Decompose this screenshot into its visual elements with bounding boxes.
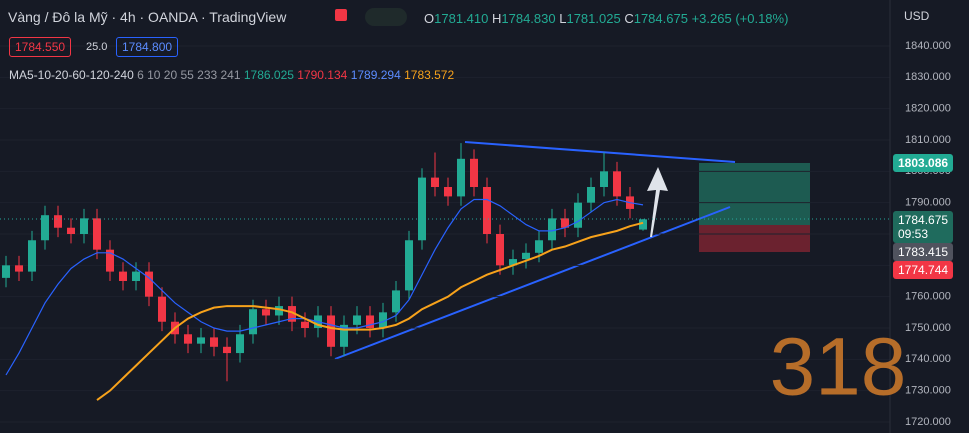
arrow — [647, 167, 668, 237]
y-tick-label: 1810.000 — [905, 134, 951, 146]
symbol-title: Vàng / Đô la Mỹ · 4h · OANDA · TradingVi… — [8, 9, 287, 25]
ma-value: 1789.294 — [350, 68, 401, 82]
candle-body — [418, 177, 426, 241]
o-value: 1781.410 — [434, 11, 489, 26]
ma-legend: MA5-10-20-60-120-240 6 10 20 55 233 241 … — [9, 68, 454, 82]
candle-body — [275, 306, 283, 316]
candle-body — [574, 202, 582, 228]
candle-body — [80, 218, 88, 234]
long-position-profit — [699, 163, 810, 225]
watermark: 318 — [770, 322, 907, 413]
y-tick-label: 1840.000 — [905, 40, 951, 52]
ohlc: O1781.410 H1784.830 L1781.025 C1784.675 … — [424, 11, 788, 26]
candle-body — [366, 315, 374, 328]
candle-body — [236, 334, 244, 354]
candle-body — [93, 218, 101, 250]
ma-label: MA5-10-20-60-120-240 — [9, 68, 134, 82]
candle-body — [327, 315, 335, 347]
candle-body — [548, 218, 556, 241]
currency[interactable]: USD — [904, 9, 930, 23]
sell-button[interactable]: 1784.550 — [9, 37, 72, 57]
candle-body — [522, 252, 530, 260]
candle-body — [158, 296, 166, 322]
candle-body — [639, 219, 647, 230]
candle-body — [392, 290, 400, 313]
candle-body — [145, 271, 153, 297]
candle-body — [223, 346, 231, 354]
status-pill — [365, 8, 407, 26]
candle-body — [535, 240, 543, 253]
candle-body — [340, 324, 348, 347]
ma-value: 1783.572 — [404, 68, 455, 82]
candle-body — [353, 315, 361, 325]
flag — [335, 9, 347, 21]
ma-params: 6 10 20 55 233 241 — [137, 68, 241, 82]
spread: 25.0 — [86, 41, 108, 53]
candle-body — [67, 227, 75, 234]
candle-body — [132, 271, 140, 281]
candle-body — [509, 259, 517, 266]
trend-line-lower — [334, 206, 731, 360]
y-tick-label: 1790.000 — [905, 197, 951, 209]
candle-body — [379, 312, 387, 328]
candle-body — [483, 187, 491, 234]
candle-body — [28, 240, 36, 272]
candle-body — [457, 158, 465, 197]
buy-button[interactable]: 1784.800 — [116, 37, 179, 57]
candle-body — [210, 337, 218, 347]
candle-body — [41, 215, 49, 241]
y-tick-label: 1750.000 — [905, 322, 951, 334]
ma-line — [96, 221, 644, 401]
price-tag-tp: 1803.086 — [893, 154, 954, 172]
candle-body — [470, 158, 478, 187]
candle-body — [431, 177, 439, 187]
c-value: 1784.675 — [633, 11, 688, 26]
y-tick-label: 1830.000 — [905, 71, 951, 83]
price-tag-sl: 1774.744 — [893, 261, 954, 279]
trend-line-upper — [464, 141, 736, 163]
y-tick-label: 1720.000 — [905, 416, 951, 428]
price-tag-last: 1784.675 09:53 — [893, 211, 954, 243]
candle-body — [496, 234, 504, 266]
l-value: 1781.025 — [566, 11, 621, 26]
h-label: H — [491, 11, 502, 26]
candle-body — [262, 309, 270, 316]
candle-body — [197, 337, 205, 344]
candle-body — [288, 306, 296, 322]
ma-value: 1790.134 — [297, 68, 348, 82]
y-tick-label: 1760.000 — [905, 291, 951, 303]
l-label: L — [559, 11, 567, 26]
countdown: 09:53 — [898, 227, 929, 241]
candle-body — [600, 171, 608, 187]
candle-body — [15, 265, 23, 272]
last-price: 1784.675 — [898, 213, 949, 227]
y-tick-label: 1740.000 — [905, 353, 951, 365]
c-label: C — [624, 11, 634, 26]
h-value: 1784.830 — [501, 11, 556, 26]
candle-body — [184, 334, 192, 344]
y-tick-label: 1820.000 — [905, 103, 951, 115]
candle-body — [561, 218, 569, 228]
change: +3.265 (+0.18%) — [691, 11, 789, 26]
ma-value: 1786.025 — [243, 68, 294, 82]
candle-body — [405, 240, 413, 291]
candle-body — [613, 171, 621, 197]
o-label: O — [424, 11, 435, 26]
candle-body — [444, 187, 452, 197]
candle-body — [301, 321, 309, 328]
candle-body — [2, 265, 10, 278]
candle-body — [119, 271, 127, 281]
candle-body — [587, 187, 595, 203]
ma-line — [5, 198, 644, 376]
candle-body — [106, 249, 114, 272]
y-tick-label: 1730.000 — [905, 385, 951, 397]
price-tag-entry: 1783.415 — [893, 243, 954, 261]
candle-body — [54, 215, 62, 228]
candle-body — [249, 309, 257, 335]
long-position-loss — [699, 225, 810, 252]
